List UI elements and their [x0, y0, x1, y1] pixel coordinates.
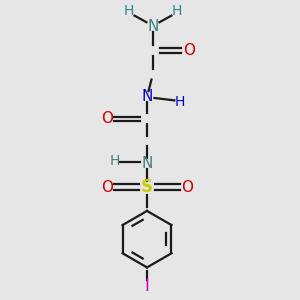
Text: O: O: [181, 180, 193, 195]
Text: N: N: [141, 89, 153, 104]
Text: I: I: [145, 277, 149, 295]
Text: H: H: [124, 4, 134, 18]
Text: O: O: [101, 111, 113, 126]
Text: O: O: [101, 180, 113, 195]
Text: N: N: [141, 156, 153, 171]
Text: S: S: [141, 178, 153, 196]
Text: H: H: [172, 4, 182, 18]
Text: H: H: [175, 95, 185, 109]
Text: O: O: [183, 43, 195, 58]
Text: N: N: [147, 19, 159, 34]
Text: H: H: [109, 154, 119, 168]
